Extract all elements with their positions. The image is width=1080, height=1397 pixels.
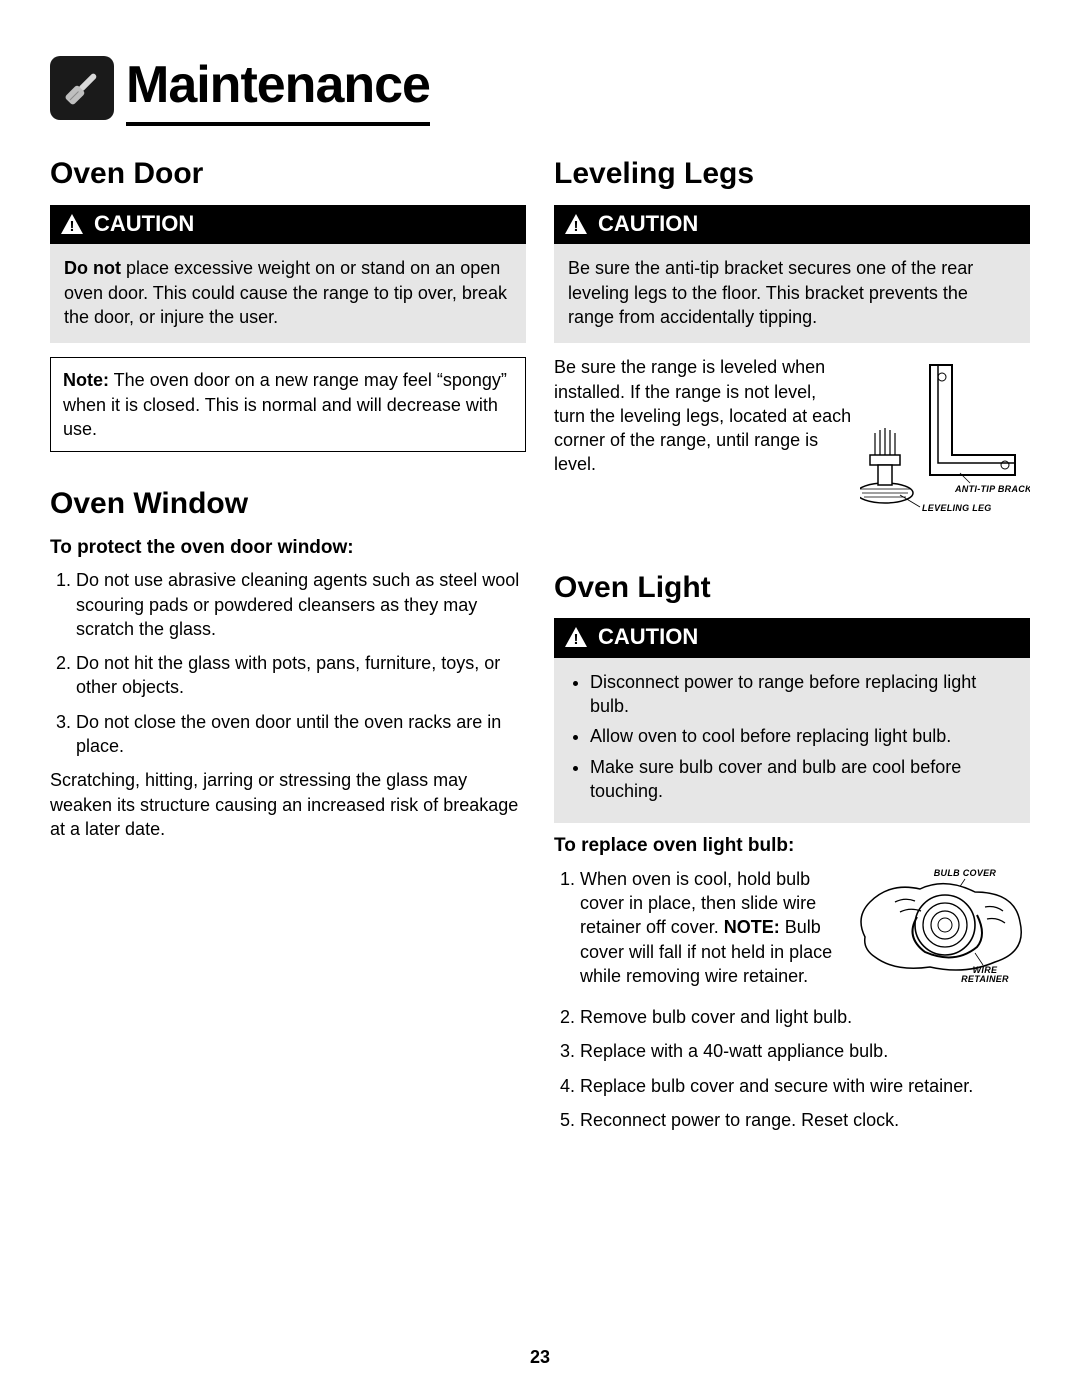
caution-bar: ! CAUTION [554,205,1030,245]
list-item: Make sure bulb cover and bulb are cool b… [590,755,1016,804]
warning-icon: ! [60,213,84,235]
leveling-body-wrap: ANTI-TIP BRACKET LEVELING LEG Be sure th… [554,355,1030,535]
list-item: Do not hit the glass with pots, pans, fu… [76,651,526,700]
note-box: Note: The oven door on a new range may f… [50,357,526,452]
page-title: Maintenance [126,50,430,126]
caution-label: CAUTION [598,209,698,239]
page-header: Maintenance [50,50,1030,126]
warning-icon: ! [564,213,588,235]
caution-emphasis: Do not [64,258,121,278]
oven-door-section: Oven Door ! CAUTION Do not place excessi… [50,154,526,452]
fig-label-leg: LEVELING LEG [922,503,992,513]
oven-light-heading: Oven Light [554,568,1030,609]
note-emphasis: Note: [63,370,109,390]
page-number: 23 [0,1345,1080,1369]
left-column: Oven Door ! CAUTION Do not place excessi… [50,154,526,1164]
anti-tip-figure: ANTI-TIP BRACKET LEVELING LEG [860,355,1030,531]
oven-door-heading: Oven Door [50,154,526,195]
list-item: Allow oven to cool before replacing ligh… [590,724,1016,748]
leveling-legs-heading: Leveling Legs [554,154,1030,195]
caution-text: place excessive weight on or stand on an… [64,258,507,327]
fig-label-cover: BULB COVER [934,868,997,878]
oven-window-heading: Oven Window [50,484,526,525]
step1-note: NOTE: [724,917,780,937]
leveling-legs-section: Leveling Legs ! CAUTION Be sure the anti… [554,154,1030,535]
oven-window-list: Do not use abrasive cleaning agents such… [50,568,526,758]
right-column: Leveling Legs ! CAUTION Be sure the anti… [554,154,1030,1164]
oven-light-section: Oven Light ! CAUTION Disconnect power to… [554,568,1030,1133]
svg-text:!: ! [70,218,75,235]
svg-text:!: ! [574,218,579,235]
caution-bar: ! CAUTION [50,205,526,245]
list-item: Do not use abrasive cleaning agents such… [76,568,526,641]
list-item: Replace bulb cover and secure with wire … [580,1074,1030,1098]
list-item: Reconnect power to range. Reset clock. [580,1108,1030,1132]
oven-light-steps: BULB COVER [554,867,1030,1132]
svg-text:!: ! [574,631,579,648]
bulb-figure: BULB COVER [845,867,1030,991]
oven-window-section: Oven Window To protect the oven door win… [50,484,526,841]
caution-bar: ! CAUTION [554,618,1030,658]
caution-label: CAUTION [94,209,194,239]
list-item: BULB COVER [580,867,1030,995]
list-item: Disconnect power to range before replaci… [590,670,1016,719]
list-item: Replace with a 40-watt appliance bulb. [580,1039,1030,1063]
caution-body: Be sure the anti-tip bracket secures one… [554,244,1030,343]
caution-body: Disconnect power to range before replaci… [554,658,1030,823]
list-item: Do not close the oven door until the ove… [76,710,526,759]
maintenance-icon [50,56,114,120]
list-item: Remove bulb cover and light bulb. [580,1005,1030,1029]
warning-icon: ! [564,626,588,648]
caution-body: Do not place excessive weight on or stan… [50,244,526,343]
note-text: The oven door on a new range may feel “s… [63,370,507,439]
oven-light-sub: To replace oven light bulb: [554,833,1030,859]
svg-text:RETAINER: RETAINER [961,974,1009,984]
oven-window-trailer: Scratching, hitting, jarring or stressin… [50,768,526,841]
oven-window-sub: To protect the oven door window: [50,535,526,561]
fig-label-bracket: ANTI-TIP BRACKET [954,484,1030,494]
caution-label: CAUTION [598,622,698,652]
